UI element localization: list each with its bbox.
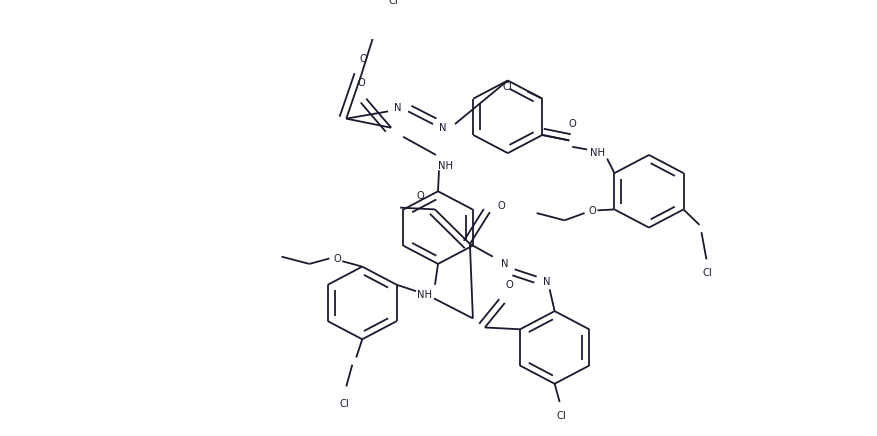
Text: O: O [568,119,576,129]
Text: O: O [360,54,367,64]
Text: N: N [543,277,551,287]
Text: Cl: Cl [339,399,349,409]
Text: O: O [333,254,341,264]
Text: O: O [357,78,365,88]
Text: N: N [439,123,446,133]
Text: Cl: Cl [389,0,398,6]
Text: Cl: Cl [503,82,512,92]
Text: N: N [395,103,402,113]
Text: NH: NH [589,148,604,158]
Text: NH: NH [417,290,431,300]
Text: Cl: Cl [557,411,567,421]
Text: Cl: Cl [702,268,712,278]
Text: O: O [498,201,506,211]
Text: O: O [417,191,424,201]
Text: NH: NH [438,161,453,171]
Text: O: O [588,206,596,216]
Text: O: O [506,280,514,290]
Text: N: N [501,259,509,269]
